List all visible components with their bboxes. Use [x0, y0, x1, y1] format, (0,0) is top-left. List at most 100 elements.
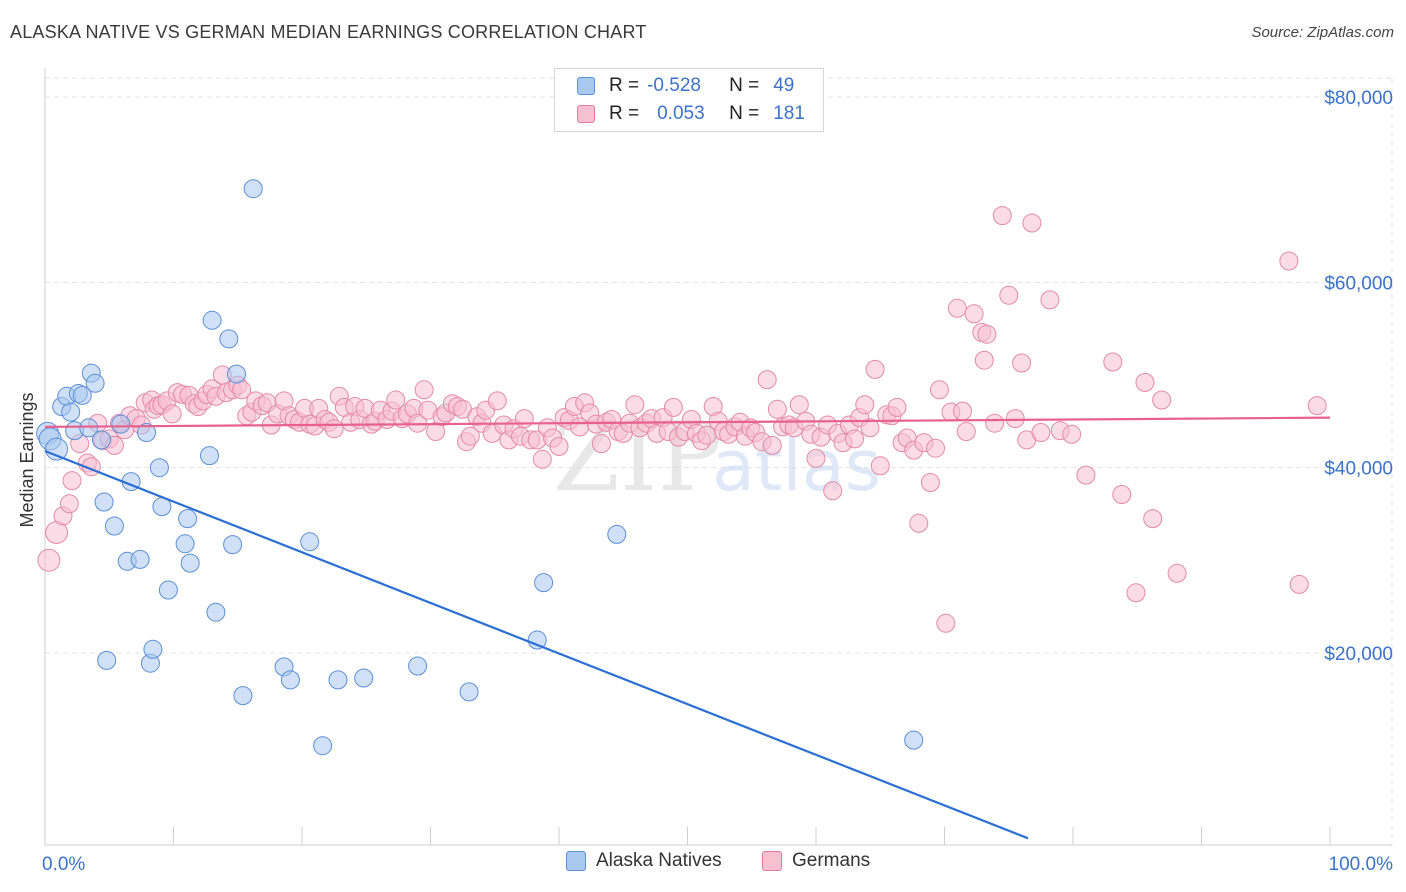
legend-germans-label: Germans	[792, 850, 871, 871]
germans-point-171	[953, 401, 972, 421]
germans-point-154	[860, 418, 880, 438]
germans-point-177	[985, 413, 1005, 433]
germans-point-91	[514, 409, 534, 429]
germans-point-111	[625, 395, 645, 415]
germans-point-156	[870, 456, 890, 476]
alaska-natives-point-36	[243, 179, 263, 199]
alaska-natives-point-15	[104, 516, 124, 536]
germans-point-55	[324, 419, 344, 439]
alaska-natives-point-14	[94, 492, 114, 512]
alaska-natives-point-33	[223, 535, 243, 555]
germans-point-105	[591, 434, 611, 454]
germans-point-188	[1076, 465, 1096, 485]
germans-point-191	[1126, 583, 1146, 603]
germans-point-170	[947, 298, 967, 318]
germans-point-167	[929, 380, 949, 400]
germans-point-176	[974, 350, 994, 370]
legend-row-germans: R = 0.053 N = 181	[577, 102, 805, 126]
correlation-legend: R = -0.528 N = 49 R = 0.053 N = 181	[554, 68, 824, 132]
germans-point-185	[1040, 290, 1060, 310]
alaska-natives-point-22	[143, 639, 163, 659]
germans-point-72	[414, 380, 434, 400]
germans-point-172	[956, 422, 976, 441]
germans-point-159	[887, 397, 907, 417]
n-value: 181	[773, 103, 805, 124]
germans-trend-line	[44, 416, 1331, 428]
germans-point-166	[926, 438, 945, 458]
germans-point-192	[1135, 372, 1155, 392]
alaska-natives-points	[36, 179, 924, 756]
germans-point-118	[663, 397, 683, 417]
legend-germans: Germans	[762, 850, 870, 872]
r-value: 0.053	[657, 103, 705, 124]
alaska-natives-point-45	[527, 630, 547, 650]
y-tick-label-2: $60,000	[1324, 273, 1393, 294]
source-label: Source: ZipAtlas.com	[1251, 24, 1394, 41]
alaska-natives-point-20	[137, 423, 156, 442]
alaska-natives-point-39	[300, 532, 320, 552]
x-tick-labels: 0.0% 100.0%	[42, 854, 1393, 875]
alaska-natives-point-13	[97, 650, 117, 670]
alaska-natives-point-29	[200, 446, 219, 466]
axes	[44, 68, 1392, 846]
germans-point-175	[977, 324, 997, 344]
alaska-natives-point-46	[534, 573, 554, 593]
germans-point-3	[59, 494, 79, 514]
y-tick-label-1: $40,000	[1324, 459, 1393, 480]
alaska-natives-point-16	[111, 414, 131, 434]
alaska-natives-point-30	[202, 310, 222, 330]
germans-point-193	[1143, 509, 1163, 529]
alaska-natives-point-40	[313, 736, 333, 756]
germans-point-183	[1022, 213, 1042, 233]
x-tick-label-min: 0.0%	[42, 854, 85, 875]
germans-point-165	[920, 473, 940, 492]
germans-point-197	[1289, 574, 1309, 594]
germans-point-4	[62, 471, 82, 491]
alaska-natives-point-8	[72, 385, 92, 405]
germans-point-137	[767, 399, 787, 419]
trend-lines	[44, 416, 1331, 840]
r-label: R =	[609, 75, 640, 96]
y-tick-labels: $20,000 $40,000 $60,000 $80,000	[1324, 88, 1393, 665]
r-label: R =	[609, 103, 640, 124]
germans-point-67	[386, 390, 406, 410]
germans-point-151	[845, 429, 864, 449]
chart-title: ALASKA NATIVE VS GERMAN MEDIAN EARNINGS …	[10, 22, 647, 42]
legend-row-alaska: R = -0.528 N = 49	[577, 74, 794, 98]
germans-point-181	[1012, 353, 1032, 373]
germans-point-86	[487, 391, 507, 411]
alaska-natives-point-23	[149, 458, 169, 478]
germans-point-97	[549, 436, 569, 456]
germans-point-168	[936, 613, 956, 633]
alaska-natives-point-27	[178, 509, 198, 529]
legend-alaska-natives-label: Alaska Natives	[596, 850, 722, 871]
y-tick-label-0: $20,000	[1324, 644, 1393, 665]
alaska-natives-point-28	[180, 553, 200, 573]
germans-point-180	[1005, 409, 1025, 429]
germans-point-190	[1112, 485, 1132, 504]
germans-swatch	[577, 105, 595, 123]
germans-point-141	[789, 395, 809, 415]
germans-point-178	[992, 206, 1012, 226]
n-value: 49	[773, 75, 795, 96]
germans-point-0	[37, 548, 61, 572]
n-label: N =	[729, 75, 760, 96]
alaska-natives-point-11	[85, 373, 105, 393]
germans-point-179	[999, 285, 1019, 305]
alaska-natives-point-19	[130, 549, 150, 569]
germans-point-153	[855, 395, 875, 415]
y-axis-title: Median Earnings	[17, 392, 37, 527]
germans-point-136	[762, 435, 782, 455]
alaska-natives-point-43	[408, 656, 428, 676]
alaska-natives-point-48	[904, 730, 924, 750]
alaska-natives-point-44	[459, 682, 479, 702]
x-tick-label-max: 100.0%	[1329, 854, 1394, 875]
germans-point-189	[1103, 352, 1123, 372]
alaska-natives-point-47	[607, 524, 627, 544]
alaska-natives-point-31	[206, 602, 226, 622]
grid-lines	[45, 77, 1393, 845]
germans-point-198	[1307, 396, 1327, 416]
alaska-natives-trend-line	[44, 449, 1029, 840]
germans-point-187	[1062, 424, 1082, 444]
